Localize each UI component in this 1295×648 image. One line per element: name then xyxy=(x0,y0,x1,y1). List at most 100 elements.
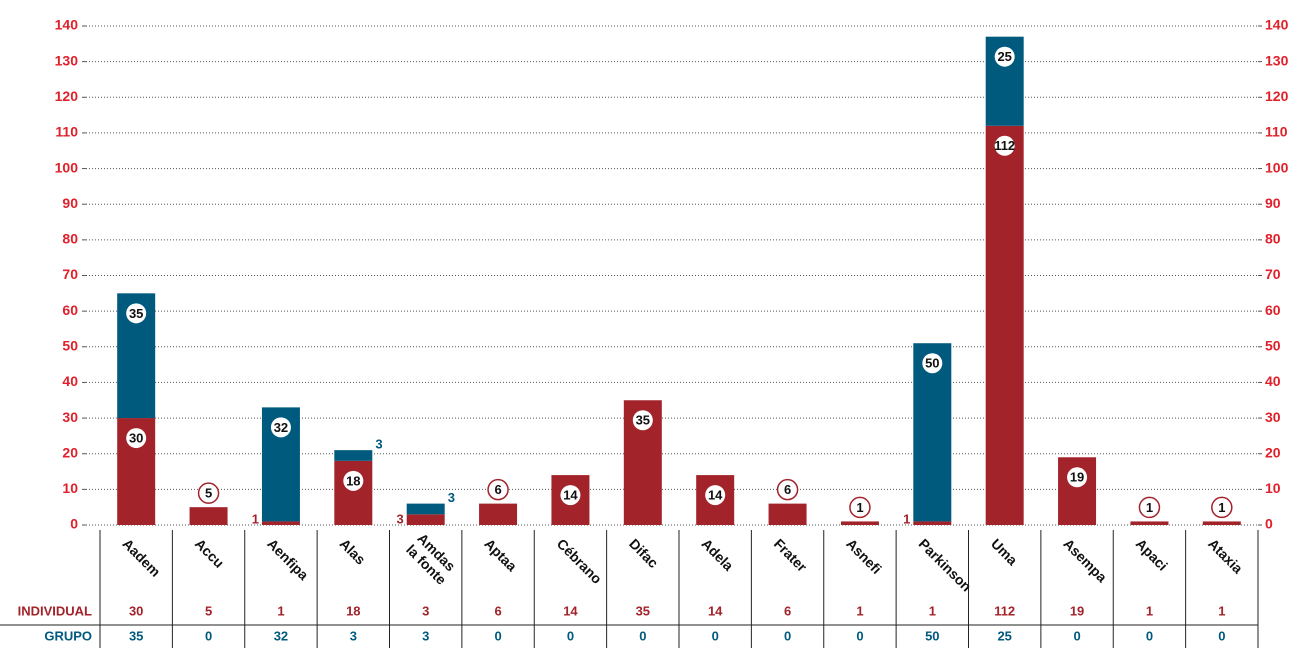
value-label: 1 xyxy=(856,500,863,515)
value-badge xyxy=(126,303,147,324)
table-cell: 0 xyxy=(712,628,719,643)
x-tick-label: Parkinson xyxy=(916,535,975,594)
value-label: 3 xyxy=(375,437,382,452)
table-cell: 35 xyxy=(129,628,143,643)
x-tick-label: Aadem xyxy=(119,535,163,579)
y-tick-label: 90 xyxy=(1265,195,1281,211)
bar-segment xyxy=(985,125,1024,526)
value-badge xyxy=(705,485,726,506)
value-badge xyxy=(1211,496,1233,519)
value-label: 1 xyxy=(903,511,910,526)
table-cell: 3 xyxy=(422,603,429,618)
table-cell: 14 xyxy=(563,603,578,618)
table-cell: 0 xyxy=(567,628,574,643)
value-label: 1 xyxy=(1146,500,1153,515)
table-cell: 35 xyxy=(636,603,650,618)
y-tick-label: 60 xyxy=(1265,302,1281,318)
value-badge xyxy=(849,496,871,519)
table-cell: 14 xyxy=(708,603,723,618)
x-tick-label: Accu xyxy=(192,535,228,571)
value-badge xyxy=(994,135,1015,156)
bar-segment xyxy=(479,503,518,525)
y-tick-label: 40 xyxy=(1265,373,1281,389)
y-tick-label: 80 xyxy=(62,231,78,247)
table-cell: 19 xyxy=(1070,603,1084,618)
table-cell: 0 xyxy=(784,628,791,643)
value-label: 14 xyxy=(708,488,723,503)
value-label: 32 xyxy=(274,420,288,435)
value-label: 112 xyxy=(994,138,1015,153)
table-cell: 18 xyxy=(346,603,360,618)
x-tick-label: Alas xyxy=(337,535,369,567)
table-cell: 50 xyxy=(925,628,939,643)
table-cell: 0 xyxy=(205,628,212,643)
value-label: 19 xyxy=(1070,470,1084,485)
value-label: 1 xyxy=(252,511,259,526)
value-badge xyxy=(994,46,1015,67)
y-tick-label: 10 xyxy=(62,480,78,496)
y-tick-label: 140 xyxy=(55,17,79,33)
y-tick-label: 10 xyxy=(1265,480,1281,496)
value-label: 5 xyxy=(205,486,212,501)
x-tick-label: Aenfipa xyxy=(264,535,312,583)
table-cell: 1 xyxy=(277,603,284,618)
x-tick-label: Apaci xyxy=(1133,535,1171,573)
y-tick-label: 120 xyxy=(55,88,79,104)
y-tick-label: 100 xyxy=(1265,159,1289,175)
table-cell: 1 xyxy=(1218,603,1225,618)
row-header: INDIVIDUAL xyxy=(18,603,92,618)
y-tick-label: 70 xyxy=(1265,266,1281,282)
y-tick-label: 30 xyxy=(62,409,78,425)
y-tick-label: 40 xyxy=(62,373,78,389)
y-tick-label: 130 xyxy=(1265,52,1289,68)
x-tick-label: Amdasla fonte xyxy=(403,530,461,588)
value-label: 25 xyxy=(997,49,1011,64)
bar-segment xyxy=(261,521,300,525)
table-cell: 112 xyxy=(994,603,1015,618)
x-tick-label: Adela xyxy=(698,535,736,573)
value-badge xyxy=(343,470,364,491)
bar-segment xyxy=(840,521,879,525)
x-tick-label: Uma xyxy=(988,535,1021,568)
value-badge xyxy=(560,485,581,506)
bar-segment xyxy=(913,521,952,525)
value-badge xyxy=(632,410,653,431)
x-tick-label: Asempa xyxy=(1060,535,1110,585)
table-cell: 6 xyxy=(784,603,791,618)
bar-segment xyxy=(406,503,445,515)
bar-segment xyxy=(768,503,807,525)
y-tick-label: 50 xyxy=(62,337,78,353)
table-cell: 30 xyxy=(129,603,143,618)
y-tick-label: 80 xyxy=(1265,231,1281,247)
table-cell: 3 xyxy=(422,628,429,643)
value-label: 30 xyxy=(129,431,143,446)
bar-segment xyxy=(406,514,445,525)
value-label: 50 xyxy=(925,356,939,371)
y-tick-label: 50 xyxy=(1265,337,1281,353)
table-cell: 1 xyxy=(856,603,863,618)
value-label: 3 xyxy=(396,511,403,526)
value-badge xyxy=(1067,467,1088,488)
y-tick-label: 20 xyxy=(1265,444,1281,460)
y-tick-label: 110 xyxy=(55,124,78,140)
table-cell: 0 xyxy=(1146,628,1153,643)
table-cell: 6 xyxy=(494,603,501,618)
table-cell: 0 xyxy=(494,628,501,643)
value-badge xyxy=(776,478,799,501)
table-cell: 5 xyxy=(205,603,212,618)
y-tick-label: 90 xyxy=(62,195,78,211)
x-tick-label: Difac xyxy=(626,535,662,571)
y-tick-label: 140 xyxy=(1265,17,1289,33)
value-badge xyxy=(1138,496,1161,519)
table-cell: 0 xyxy=(1218,628,1225,643)
value-label: 18 xyxy=(346,473,360,488)
y-tick-label: 130 xyxy=(55,52,79,68)
y-tick-label: 30 xyxy=(1265,409,1281,425)
y-tick-label: 20 xyxy=(62,444,78,460)
table-cell: 0 xyxy=(856,628,863,643)
x-tick-label: Frater xyxy=(771,535,811,575)
y-tick-label: 0 xyxy=(1265,516,1273,532)
value-label: 6 xyxy=(784,482,791,497)
value-label: 3 xyxy=(448,490,455,505)
value-label: 14 xyxy=(563,488,578,503)
